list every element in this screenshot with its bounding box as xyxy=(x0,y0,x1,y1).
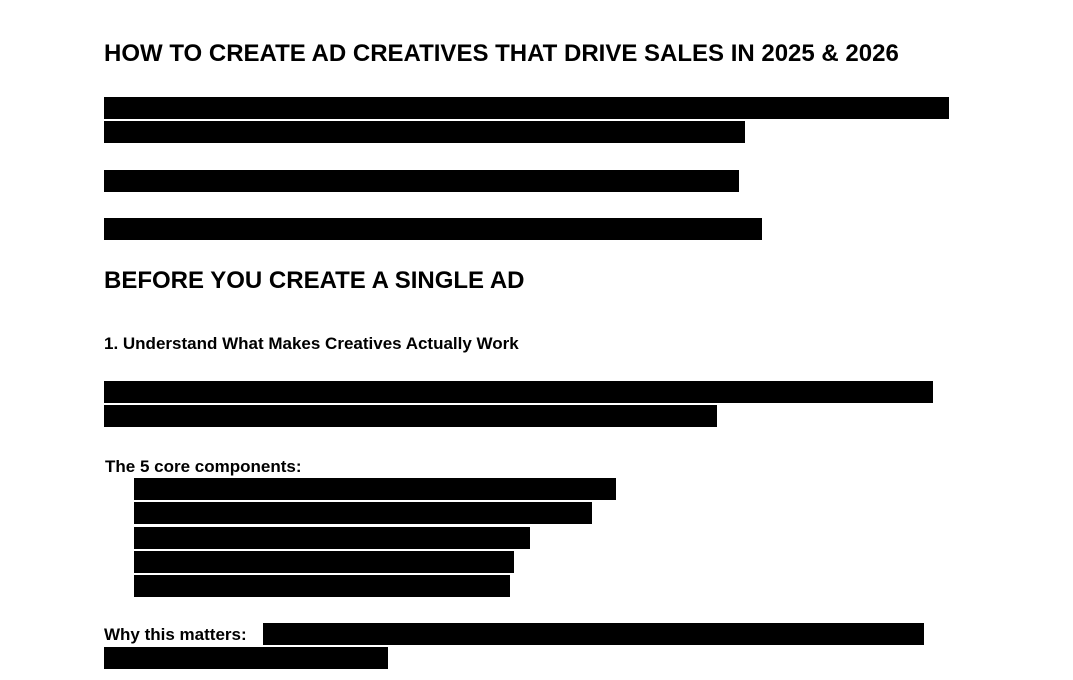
section-heading: BEFORE YOU CREATE A SINGLE AD xyxy=(104,267,525,294)
redacted-paragraph-line xyxy=(104,170,739,192)
document-title: HOW TO CREATE AD CREATIVES THAT DRIVE SA… xyxy=(104,40,899,67)
redacted-list-item xyxy=(134,575,510,597)
redacted-list-item xyxy=(134,478,616,500)
redacted-subsection-line-2 xyxy=(104,405,717,427)
components-label: The 5 core components: xyxy=(105,457,302,476)
redacted-intro-line-2 xyxy=(104,121,745,143)
redacted-why-line-1 xyxy=(263,623,924,645)
redacted-list-item xyxy=(134,527,530,549)
redacted-why-line-2 xyxy=(104,647,388,669)
redacted-list-item xyxy=(134,502,592,524)
why-label: Why this matters: xyxy=(104,625,247,644)
subsection-heading: 1. Understand What Makes Creatives Actua… xyxy=(104,334,519,353)
redacted-paragraph-line xyxy=(104,218,762,240)
redacted-intro-line-1 xyxy=(104,97,949,119)
redacted-list-item xyxy=(134,551,514,573)
redacted-subsection-line-1 xyxy=(104,381,933,403)
